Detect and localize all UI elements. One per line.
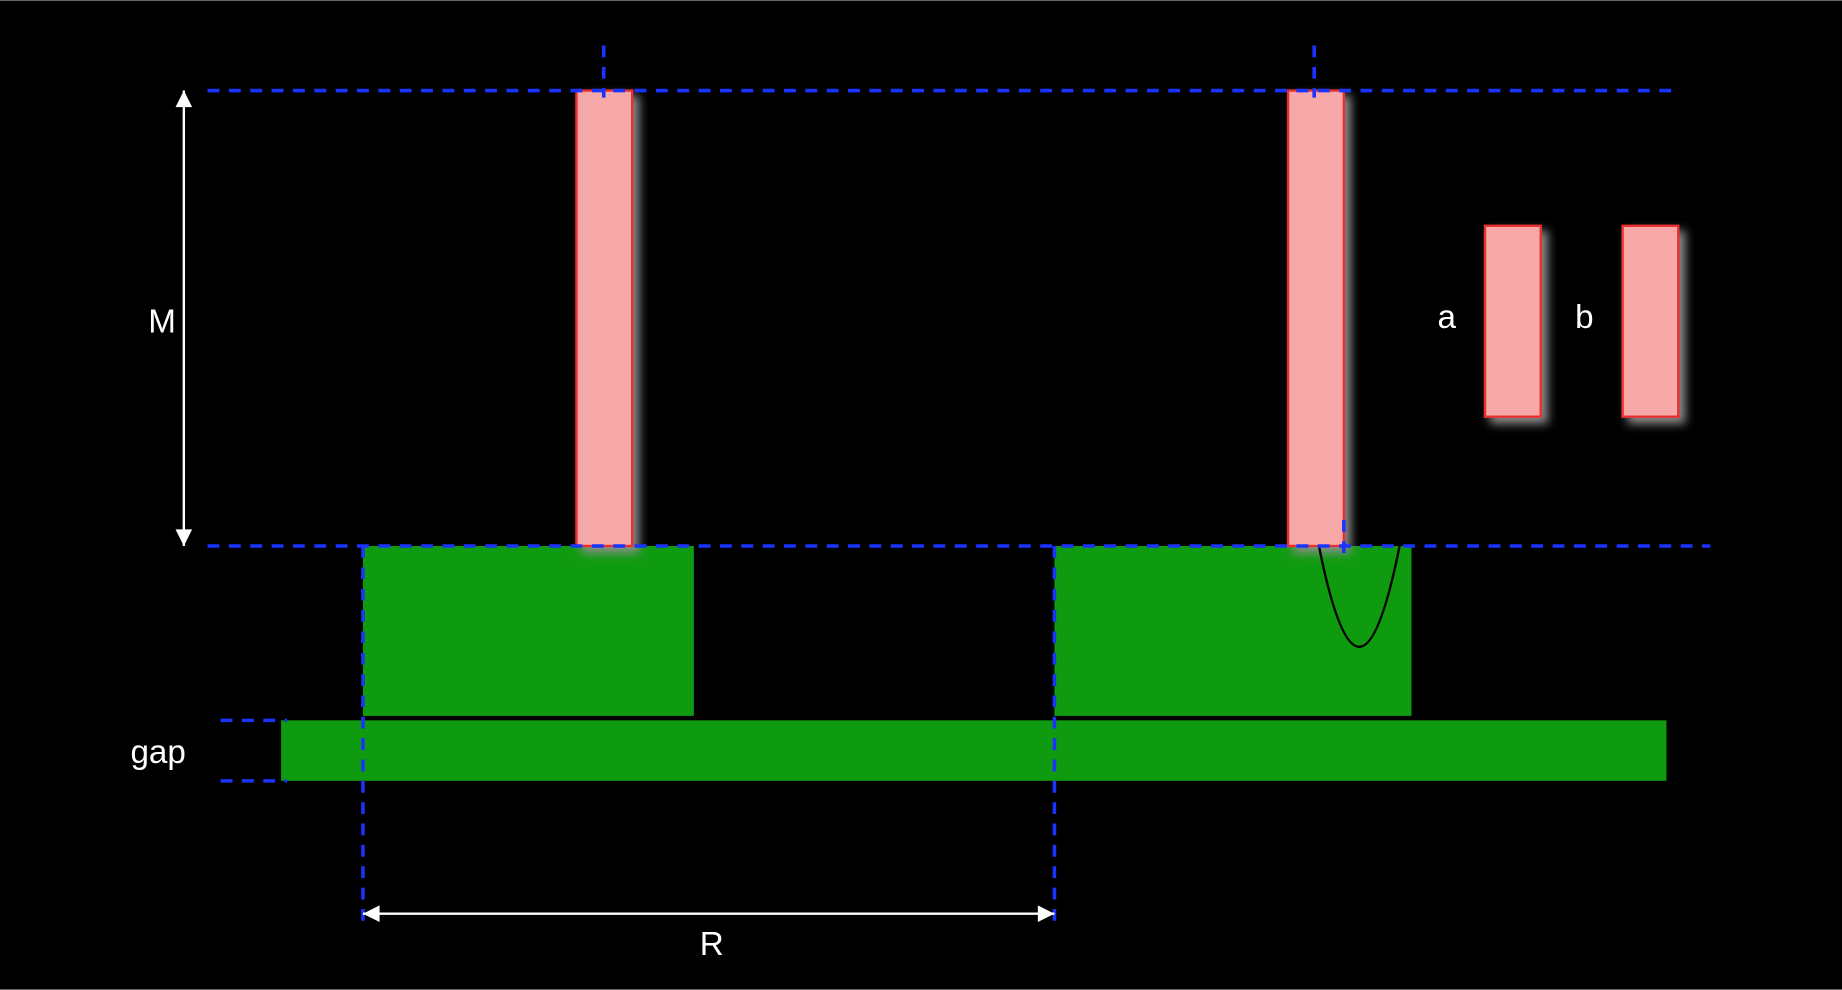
background — [0, 0, 1842, 989]
legend-bar-b — [1623, 226, 1679, 417]
label-R: R — [700, 926, 724, 963]
legend-bar-a — [1485, 226, 1541, 417]
bottom-strip — [281, 720, 1666, 780]
right-torus-block — [1054, 546, 1411, 717]
diagram-canvas: M gap R a b — [0, 0, 1842, 990]
label-M: M — [148, 304, 176, 341]
label-b: b — [1575, 299, 1593, 336]
label-gap: gap — [130, 734, 185, 771]
label-a: a — [1438, 299, 1457, 336]
left-bar — [576, 91, 632, 546]
left-torus-block — [363, 546, 694, 717]
right-bar — [1288, 91, 1344, 546]
